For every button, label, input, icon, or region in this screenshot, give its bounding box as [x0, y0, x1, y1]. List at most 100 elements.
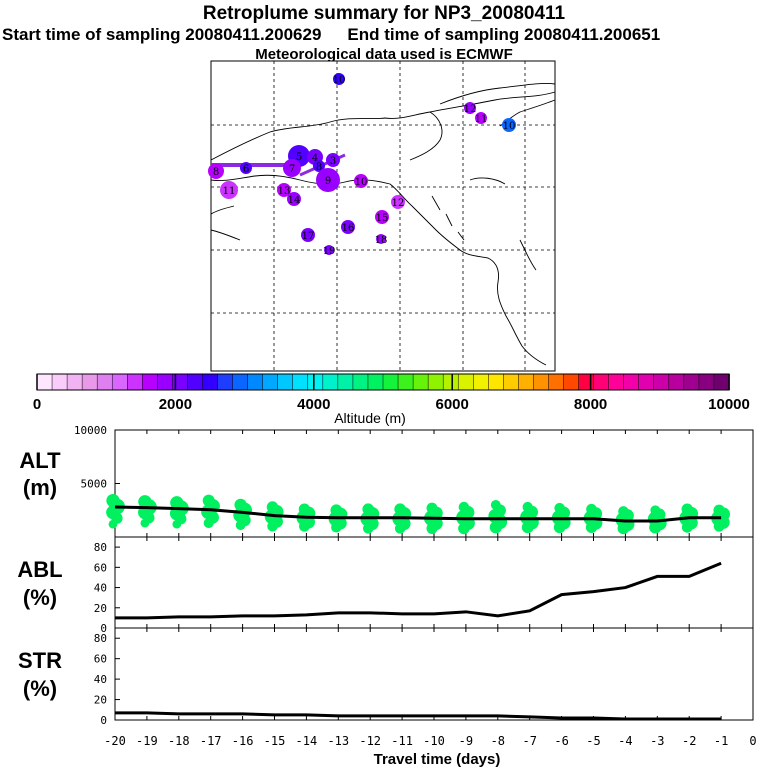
map-marker: 7: [283, 159, 301, 177]
panel-abl: ABL (%) 0 20 40 60 80: [17, 536, 754, 635]
altitude-scatter-point: [554, 502, 565, 514]
altitude-scatter-point: [618, 506, 629, 517]
map-marker-label: 12: [392, 198, 405, 209]
map-marker-label: 8: [213, 167, 219, 178]
colorbar-swatch: [292, 373, 309, 391]
map-gridlines: [211, 61, 555, 371]
colorbar-swatch: [473, 373, 490, 391]
map-marker: 15: [375, 210, 389, 224]
colorbar-tick-label: 4000: [297, 396, 330, 413]
x-tick-label: -17: [200, 734, 222, 748]
map-marker: 19: [323, 245, 335, 257]
panel-ylabel-unit: (m): [23, 475, 57, 500]
map-marker-label: 15: [376, 213, 389, 224]
altitude-scatter-point: [298, 503, 311, 515]
y-tick-label: 40: [94, 582, 107, 595]
x-tick-label: -8: [491, 734, 505, 748]
colorbar-swatch: [322, 373, 339, 391]
colorbar-swatch: [142, 373, 159, 391]
colorbar-swatch: [503, 373, 520, 391]
map-marker-label: 14: [288, 195, 301, 206]
panel-ylabel: STR: [18, 648, 62, 673]
x-tick-label: -11: [391, 734, 413, 748]
colorbar-swatch: [623, 373, 640, 391]
colorbar-tick-labels: 0 2000 4000 6000 8000 10000: [33, 374, 750, 413]
altitude-scatter-point: [170, 496, 184, 510]
map-marker-label: 16: [342, 223, 355, 234]
altitude-scatter-point: [106, 493, 120, 508]
map-marker: 11: [475, 112, 488, 125]
x-tick-label: -18: [168, 734, 190, 748]
map-marker: 10: [354, 174, 368, 188]
map-marker-label: 11: [475, 114, 488, 125]
colorbar-swatch: [111, 373, 129, 391]
x-axis-label: Travel time (days): [374, 751, 501, 768]
colorbar-swatch: [397, 373, 414, 391]
colorbar-tick-label: 2000: [159, 396, 192, 413]
map-marker: 11: [220, 181, 238, 199]
y-tick-label: 20: [94, 694, 107, 707]
map-marker-label: 9: [325, 176, 331, 187]
x-tick-label: -12: [359, 734, 381, 748]
map-marker: 14: [287, 192, 301, 206]
y-tick-label: 0: [100, 622, 107, 635]
altitude-scatter-point: [522, 501, 533, 513]
altitude-scatter-point: [426, 502, 438, 514]
map-marker-label: 8: [316, 162, 322, 173]
map-marker: 8: [313, 160, 325, 173]
colorbar-tick-label: 10000: [708, 396, 750, 413]
x-tick-label: -4: [618, 734, 632, 748]
map-marker: 13: [277, 183, 291, 197]
colorbar-tick-label: 0: [33, 396, 41, 413]
map-marker: 6: [240, 162, 252, 175]
altitude-scatter-point: [458, 501, 470, 513]
panel-ylabel: ABL: [17, 557, 62, 582]
map-marker: 10: [333, 73, 346, 86]
y-tick-label: 80: [94, 632, 107, 645]
altitude-scatter-point: [490, 499, 501, 510]
colorbar-swatch: [593, 373, 610, 391]
colorbar-swatch: [352, 373, 369, 391]
colorbar-swatch: [307, 373, 324, 391]
series-line: [114, 505, 722, 523]
end-time-label: End time of sampling 20080411.200651: [347, 25, 661, 44]
colorbar-swatch: [337, 373, 354, 391]
x-tick-label: -9: [459, 734, 473, 748]
x-tick-label: -7: [522, 734, 536, 748]
map-marker-label: 10: [333, 75, 346, 86]
colorbar-swatch: [96, 373, 113, 391]
altitude-scatter-point: [394, 503, 406, 515]
panel-ylabel-unit: (%): [23, 676, 57, 701]
panel-alt: ALT(m) 10000 5000: [19, 424, 754, 538]
colorbar-swatch: [713, 373, 730, 391]
colorbar-swatch: [36, 373, 53, 391]
altitude-scatter-point: [650, 505, 661, 516]
map-marker-label: 3: [330, 156, 336, 167]
colorbar-swatch: [668, 373, 685, 391]
map-marker-label: 6: [243, 164, 249, 175]
colorbar-swatch: [563, 373, 580, 391]
met-data-label: Meteorological data used is ECMWF: [255, 46, 513, 63]
colorbar-swatch: [608, 373, 625, 391]
map-marker: 16: [341, 220, 355, 234]
x-tick-label: -1: [714, 734, 728, 748]
colorbar-swatch: [217, 373, 234, 391]
colorbar-swatch: [202, 373, 219, 391]
colorbar-swatch: [187, 373, 204, 391]
colorbar-tick-label: 8000: [574, 396, 607, 413]
colorbar-swatch: [427, 373, 444, 391]
colorbar-swatch: [157, 373, 174, 391]
y-tick-label: 60: [94, 561, 107, 574]
time-series-panels: ALT(m) 10000 5000 ABL (%) 0 20 40 60 80 STR (%) 0 20 4…: [17, 424, 756, 768]
y-tick-label: 0: [100, 714, 107, 727]
x-tick-label: -14: [296, 734, 318, 748]
x-tick-label: 0: [749, 734, 756, 748]
map-marker-label: 18: [375, 235, 388, 246]
altitude-scatter-point: [713, 504, 725, 516]
colorbar-swatch: [81, 373, 98, 391]
colorbar-swatch: [578, 373, 595, 391]
map-marker-label: 12: [464, 104, 477, 115]
colorbar-swatch: [698, 373, 715, 391]
